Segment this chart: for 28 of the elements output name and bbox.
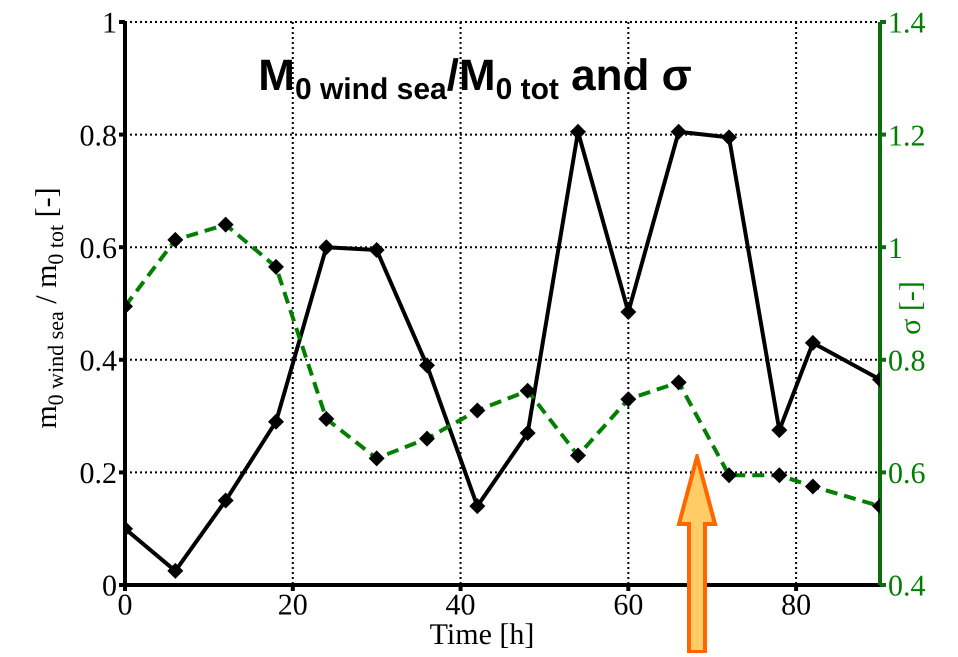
y-tick-label: 0.8 <box>80 119 117 152</box>
text: M$_{0 wind sea}$/M$_{0 tot}$ and σ <box>258 51 692 106</box>
point <box>670 124 687 140</box>
point <box>419 357 435 374</box>
y2-tick-label: 1.4 <box>888 6 926 40</box>
y-tick-label: 1 <box>102 6 117 40</box>
x-tick-label: 60 <box>613 588 644 622</box>
point <box>804 334 821 351</box>
point <box>368 242 385 258</box>
point <box>469 498 486 514</box>
x-tick-label: 20 <box>278 588 308 622</box>
y2-axis-title: σ [-] <box>894 281 927 335</box>
y-tick-label: 0.2 <box>80 457 117 490</box>
point <box>520 424 536 441</box>
y2-tick-label: 0.8 <box>888 344 926 378</box>
y2-tick-label: 1 <box>888 232 903 265</box>
point <box>268 414 284 430</box>
x-tick-label: 80 <box>781 588 812 622</box>
point <box>218 492 234 509</box>
y2-tick-label: 0.4 <box>888 570 926 603</box>
y2-tick-label: 0.6 <box>888 457 926 490</box>
y-tick-label: 0.6 <box>80 232 117 265</box>
y-tick-label: 0.4 <box>80 344 117 378</box>
point <box>721 129 737 146</box>
point <box>318 239 334 256</box>
point <box>167 562 184 579</box>
point <box>620 304 636 320</box>
y2-tick-label: 1.2 <box>888 119 926 152</box>
